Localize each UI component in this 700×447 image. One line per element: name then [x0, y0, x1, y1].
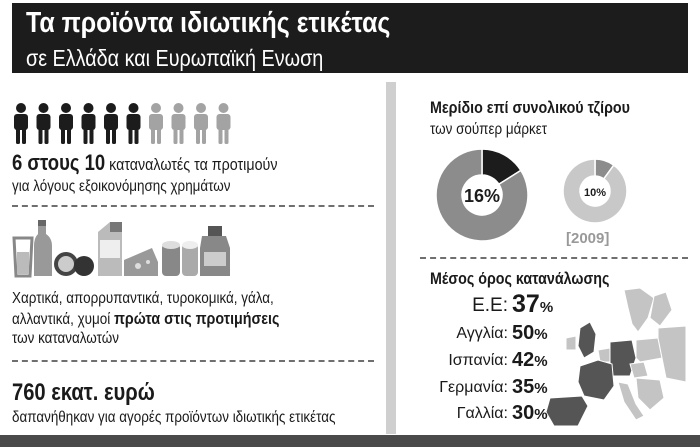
stat-value: 42 [512, 349, 535, 371]
vertical-divider [386, 82, 396, 434]
stat-unit: % [534, 406, 548, 423]
people-line1-rest: καταναλωτές τα προτιμούν [109, 155, 278, 174]
pie-slice-rest [435, 148, 529, 242]
stat-value-group: 42% [512, 349, 548, 372]
map-east [657, 325, 687, 383]
products-line2: αλλαντικά, χυμοί πρώτα στις προτιμήσεις [12, 309, 279, 330]
stat-country: Ισπανία: [448, 352, 508, 369]
cheese-icon [124, 248, 158, 276]
products-line1: Χαρτικά, απορρυπαντικά, τυροκομικά, γάλα… [12, 290, 274, 307]
stat-row: Γερμανία: 35% [432, 376, 552, 400]
pie-large-label: 16% [464, 186, 500, 206]
person-icon-highlighted [126, 103, 141, 144]
share-title: Μερίδιο επί συνολικού τζίρου [430, 98, 630, 117]
stat-value-group: 35% [512, 376, 548, 399]
stat-country: Γαλλία: [456, 405, 508, 422]
page-subtitle: σε Ελλάδα και Ευρωπαϊκή Ενωση [26, 45, 324, 71]
people-text-line1: 6 στους 10 καταναλωτές τα προτιμούν [12, 150, 278, 175]
map-france [577, 359, 615, 401]
pie-small-label: 10% [584, 187, 606, 199]
year-label: [2009] [566, 230, 610, 247]
pie-large [435, 148, 529, 242]
header-banner: Τα προϊόντα ιδιωτικής ετικέτας σε Ελλάδα… [12, 3, 688, 73]
stat-value-group: 50% [512, 322, 548, 345]
divider [12, 205, 374, 207]
products-illustration [12, 220, 230, 278]
divider [12, 360, 374, 362]
stat-country: Αγγλία: [456, 325, 508, 342]
map-spain [545, 395, 589, 427]
bottle-icon [34, 220, 52, 276]
stat-row: Ε.Ε: 37% [432, 290, 553, 319]
stat-value: 30 [512, 402, 535, 424]
map-italy [617, 381, 645, 421]
consumption-title: Μέσος όρος κατανάλωσης [430, 269, 610, 288]
stat-row: Αγγλία: 50% [432, 322, 552, 346]
map-central [629, 361, 649, 379]
map-finland [649, 291, 673, 327]
map-scandinavia [623, 287, 655, 333]
products-line2-bold: πρώτα στις προτιμήσεις [113, 309, 280, 328]
glass-icon [12, 236, 34, 278]
europe-map [545, 287, 687, 427]
stat-country: Γερμανία: [439, 379, 508, 396]
map-uk [577, 321, 597, 359]
stat-value: 35 [512, 376, 535, 398]
people-count: 6 στους 10 [12, 150, 106, 175]
stat-value: 37 [512, 290, 540, 318]
stat-row: Ισπανία: 42% [432, 349, 552, 373]
spending-amount: 760 εκατ. ευρώ [12, 379, 155, 406]
share-subtitle: των σούπερ μάρκετ [430, 121, 548, 138]
paper-rolls-icon [162, 241, 198, 276]
stat-row: Γαλλία: 30% [432, 402, 552, 426]
products-line3: των καταναλωτών [12, 330, 119, 347]
people-text-line2: για λόγους εξοικονόμησης χρημάτων [12, 178, 231, 195]
person-icon-highlighted [81, 103, 96, 144]
page-title: Τα προϊόντα ιδιωτικής ετικέτας [26, 7, 391, 39]
map-germany [609, 339, 637, 377]
person-icon-highlighted [104, 103, 118, 144]
stat-country: Ε.Ε: [472, 295, 508, 316]
person-icon [216, 103, 231, 144]
stat-unit: % [534, 326, 548, 343]
stat-unit: % [534, 380, 548, 397]
people-pictogram [14, 103, 231, 144]
orange-icon [54, 252, 94, 276]
spending-description: δαπανήθηκαν για αγορές προϊόντων ιδιωτικ… [12, 409, 336, 426]
person-icon [149, 103, 163, 144]
pie-small [562, 158, 628, 224]
bottom-bar [0, 435, 700, 447]
divider [420, 257, 688, 259]
stat-unit: % [534, 353, 548, 370]
stat-value-group: 37% [512, 290, 553, 319]
stat-value-group: 30% [512, 402, 548, 425]
map-benelux [597, 347, 611, 363]
stat-unit: % [539, 299, 554, 316]
products-line2-start: αλλαντικά, χυμοί [12, 311, 111, 328]
person-icon-highlighted [59, 103, 73, 144]
map-ireland [565, 335, 577, 351]
map-balkans [635, 377, 665, 411]
map-poland [635, 337, 663, 363]
detergent-icon [200, 226, 230, 276]
share-pies: 16% 10% [435, 148, 628, 242]
stat-value: 50 [512, 322, 535, 344]
person-icon [194, 103, 208, 144]
milk-carton-icon [98, 222, 122, 276]
person-icon-highlighted [14, 103, 28, 144]
person-icon-highlighted [36, 103, 51, 144]
pie-slice-rest [562, 158, 628, 224]
person-icon [171, 103, 186, 144]
